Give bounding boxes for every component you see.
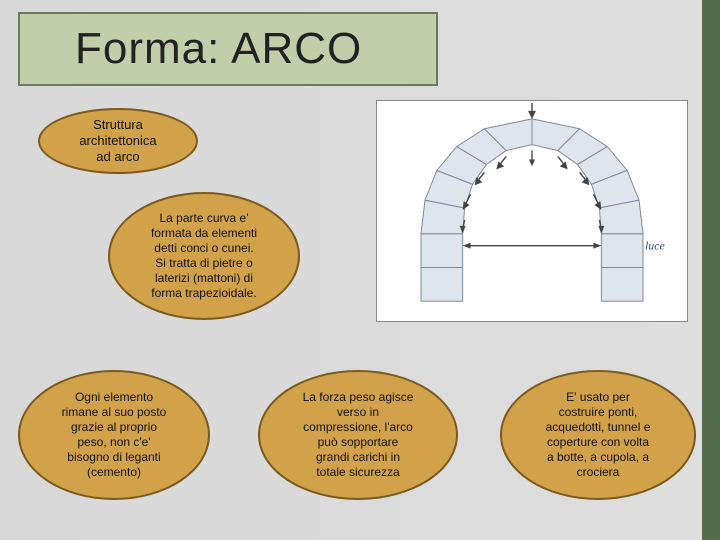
- luce-label: luce: [645, 239, 665, 253]
- page-title: Forma: ARCO: [75, 24, 362, 74]
- bubble-struttura: Strutturaarchitettonicaad arco: [38, 108, 198, 174]
- voussoirs: [421, 119, 643, 234]
- bubble-text: E' usato percostruire ponti,acquedotti, …: [546, 390, 651, 480]
- bubble-usato: E' usato percostruire ponti,acquedotti, …: [500, 370, 696, 500]
- bubble-peso: Ogni elementorimane al suo postograzie a…: [18, 370, 210, 500]
- arch-svg: luce: [377, 101, 687, 321]
- accent-bar: [702, 0, 720, 540]
- arch-diagram: luce: [376, 100, 688, 322]
- bubble-conci: La parte curva e'formata da elementidett…: [108, 192, 300, 320]
- bubble-text: La parte curva e'formata da elementidett…: [151, 211, 257, 301]
- bubble-text: Ogni elementorimane al suo postograzie a…: [62, 390, 167, 480]
- bubble-text: Strutturaarchitettonicaad arco: [79, 117, 156, 166]
- bubble-forza: La forza peso agisceverso incompressione…: [258, 370, 458, 500]
- bubble-text: La forza peso agisceverso incompressione…: [303, 390, 414, 480]
- title-block: Forma: ARCO: [18, 12, 438, 86]
